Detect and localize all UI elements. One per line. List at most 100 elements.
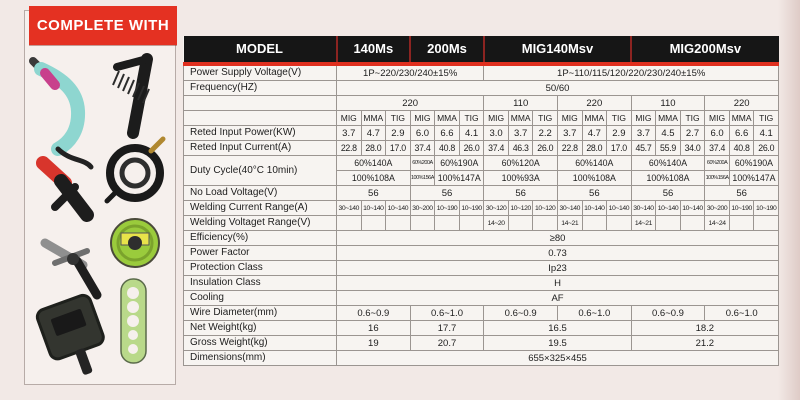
spec-cell: 30~140 [556,200,583,216]
spec-cell: 30~140 [630,200,657,216]
spec-cell [385,215,411,231]
spec-cell: 40.8 [434,140,460,156]
spec-cell: 0.73 [335,245,780,261]
spec-cell: 18.2 [630,320,780,336]
spec-cell: 22.8 [336,140,362,156]
spec-cell [458,215,485,231]
row-label: Wire Diameter(mm) [183,305,337,321]
table-row: Dimensions(mm) 655×325×455 [183,350,780,366]
complete-with-badge: COMPLETE WITH [29,6,177,45]
row-label: No Load Voltage(V) [183,185,337,201]
spec-cell: 10~120 [532,200,558,216]
row-label: Power Supply Voltage(V) [183,63,337,81]
spec-cell: 4.1 [753,125,780,141]
table-row: Duty Cycle(40°C 10min) 60%140A 60%200A 60%1… [183,155,780,186]
spec-cell [581,215,608,231]
earth-clamp-icon [40,238,102,300]
row-label: Dimensions(mm) [183,350,337,366]
spec-cell: MMA [507,110,534,126]
table-row: Net Weight(kg) 16 17.7 16.5 18.2 [183,320,780,336]
spec-cell: MIG [409,110,436,126]
spec-cell: 100%156A [409,170,436,186]
spec-cell: 2.7 [679,125,706,141]
spec-cell [507,215,534,231]
row-label [183,95,337,111]
table-row: Power Factor 0.73 [183,245,780,261]
spec-cell [360,215,387,231]
model-name-header: MIG140Msv [482,36,632,66]
accessories-illustration [29,53,166,375]
spec-cell: 10~190 [753,200,780,216]
spec-cell: 3.7 [630,125,657,141]
spec-cell: 17.0 [606,140,632,156]
spec-table-body: Power Supply Voltage(V) 1P~220/230/240±15… [183,63,780,366]
spec-cell: 14~21 [556,215,583,231]
table-row: Power Supply Voltage(V) 1P~220/230/240±15… [183,63,780,81]
row-label: Reted Input Current(A) [183,140,337,156]
spec-cell: 3.7 [336,125,362,141]
row-label: Reted Input Power(KW) [183,125,337,141]
spec-cell: 60%140A [556,155,632,171]
mig-torch-icon [29,57,94,170]
wire-brush-icon [112,53,153,139]
spec-cell: 60%190A [434,155,485,171]
row-label: Power Factor [183,245,337,261]
spec-cell: 110 [483,95,558,111]
model-header-row: MODEL 140Ms 200Ms MIG140Msv MIG200Msv [183,36,779,66]
spec-cell: 16 [336,320,411,336]
spec-cell: 6.6 [434,125,460,141]
accessories-panel [24,10,176,385]
spec-cell: 655×325×455 [335,350,780,366]
badge-label: COMPLETE WITH [36,17,170,34]
spec-cell: AF [335,290,780,306]
spec-cell: 14~20 [483,215,509,231]
spec-cell: 14~24 [704,215,730,231]
spec-cell [409,215,436,231]
table-row: Gross Weight(kg) 19 20.7 19.5 21.2 [183,335,780,351]
spec-cell: TIG [385,110,411,126]
spec-cell: MMA [728,110,755,126]
model-name-header: 140Ms [335,36,411,66]
spec-cell: 30~200 [704,200,730,216]
spec-cell: 56 [409,185,485,201]
row-label: Frequency(HZ) [183,80,337,96]
spec-cell: MMA [581,110,608,126]
spec-cell: 37.4 [704,140,730,156]
spec-cell: 10~190 [728,200,755,216]
spec-cell: 2.2 [532,125,558,141]
spec-cell: 0.6~0.9 [336,305,411,321]
spec-cell: MIG [336,110,362,126]
electrode-holder-icon [36,156,94,222]
spec-cell: 37.4 [483,140,509,156]
spec-cell: MIG [556,110,583,126]
spec-cell: 10~140 [385,200,411,216]
spec-cell: 100%147A [728,170,780,186]
spec-cell: 220 [556,95,632,111]
spec-cell: 19.5 [483,335,632,351]
spec-cell: 2.9 [606,125,632,141]
table-row: Frequency(HZ) 50/60 [183,80,780,96]
spec-table: MODEL 140Ms 200Ms MIG140Msv MIG200Msv Power … [183,36,780,366]
spec-cell [679,215,706,231]
spec-cell: 1P~220/230/240±15% [335,63,485,81]
spec-cell [336,215,362,231]
row-label: Duty Cycle(40°C 10min) [183,155,337,186]
spec-cell: 4.7 [360,125,387,141]
spec-cell: 10~190 [434,200,460,216]
spec-cell: 60%140A [336,155,411,171]
spec-cell: 46.3 [507,140,534,156]
table-row: Welding Voltaget Range(V) 14~20 14~21 14~21… [183,215,780,231]
spec-cell: MMA [655,110,681,126]
spec-cell: 10~140 [360,200,387,216]
spec-cell: 16.5 [483,320,632,336]
spec-cell: 6.6 [728,125,755,141]
spec-cell: 17.0 [385,140,411,156]
spec-cell: TIG [679,110,706,126]
spec-cell: 19 [336,335,411,351]
table-row: Protection Class Ip23 [183,260,780,276]
spec-cell: 34.0 [679,140,706,156]
spec-cell: 26.0 [458,140,485,156]
face-shield-icon [35,293,105,375]
spec-cell: 0.6~1.0 [409,305,485,321]
